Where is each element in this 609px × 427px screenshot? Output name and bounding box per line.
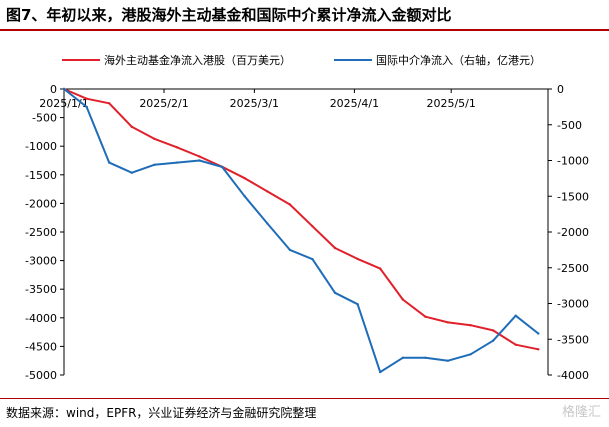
y-right-tick-label: -1500	[557, 190, 589, 203]
data-point-intl-intermediaries	[266, 222, 269, 225]
data-point-intl-intermediaries	[401, 356, 404, 359]
x-tick-label: 2025/1/1	[39, 97, 88, 110]
y-right-tick-label: 0	[557, 83, 564, 96]
y-left-tick-label: -1000	[25, 140, 57, 153]
y-left-tick-label: -5000	[25, 369, 57, 382]
data-point-overseas-funds	[311, 225, 314, 228]
chart-series	[62, 87, 540, 374]
data-point-overseas-funds	[175, 146, 179, 149]
data-point-overseas-funds	[401, 298, 404, 301]
data-point-intl-intermediaries	[108, 161, 111, 164]
x-tick-label: 2025/4/1	[330, 97, 379, 110]
data-point-intl-intermediaries	[514, 314, 517, 317]
data-point-overseas-funds	[130, 125, 133, 128]
chart-title: 图7、年初以来，港股海外主动基金和国际中介累计净流入金额对比	[6, 6, 452, 24]
data-point-intl-intermediaries	[175, 161, 179, 164]
x-tick-label: 2025/5/1	[426, 97, 475, 110]
data-point-overseas-funds	[491, 329, 495, 332]
y-right-tick-label: -2500	[557, 262, 589, 275]
chart-axes: 0 -500 -1000 -1500 -2000 -2500 -3000 -3500 -4000…	[25, 83, 589, 382]
series-line-intl-intermediaries	[63, 88, 539, 374]
x-tick-label: 2025/2/1	[139, 97, 188, 110]
data-point-overseas-funds	[537, 348, 540, 351]
y-right-tick-label: -3500	[557, 333, 589, 346]
data-point-overseas-funds	[469, 324, 472, 327]
y-left-tick-label: 0	[50, 83, 57, 96]
data-point-overseas-funds	[198, 155, 201, 158]
data-point-intl-intermediaries	[130, 171, 133, 174]
data-point-intl-intermediaries	[62, 87, 66, 91]
data-point-intl-intermediaries	[85, 105, 88, 109]
y-left-tick-label: -3500	[25, 283, 57, 296]
x-tick-label: 2025/3/1	[230, 97, 279, 110]
data-point-intl-intermediaries	[311, 258, 314, 261]
data-point-overseas-funds	[446, 321, 450, 324]
y-right-tick-label: -1000	[557, 155, 589, 168]
data-point-intl-intermediaries	[198, 159, 201, 162]
watermark-logo: 格隆汇	[561, 405, 601, 420]
data-point-intl-intermediaries	[446, 359, 450, 362]
data-point-intl-intermediaries	[356, 303, 359, 306]
data-point-intl-intermediaries	[153, 163, 156, 166]
data-point-intl-intermediaries	[288, 248, 292, 252]
y-left-tick-label: -500	[32, 112, 57, 125]
data-point-overseas-funds	[266, 190, 269, 193]
y-left-tick-label: -1500	[25, 169, 57, 182]
y-right-tick-label: -3000	[557, 298, 589, 311]
y-right-tick-label: -4000	[557, 369, 589, 382]
y-left-tick-label: -2500	[25, 226, 57, 239]
data-point-overseas-funds	[85, 97, 88, 100]
data-source-note: 数据来源：wind，EPFR，兴业证券经济与金融研究院整理	[6, 406, 317, 420]
y-left-tick-label: -3000	[25, 255, 57, 268]
legend-label-intl-intermediaries: 国际中介净流入（右轴，亿港元）	[376, 53, 541, 67]
y-left-tick-label: -4500	[25, 340, 57, 353]
data-point-overseas-funds	[424, 315, 427, 318]
y-left-tick-label: -2000	[25, 197, 57, 210]
y-left-tick-label: -4000	[25, 312, 57, 325]
data-point-intl-intermediaries	[379, 370, 382, 374]
footer-divider	[0, 398, 609, 399]
data-point-intl-intermediaries	[424, 356, 427, 359]
data-point-overseas-funds	[288, 203, 292, 206]
data-point-overseas-funds	[379, 267, 382, 270]
legend-label-overseas-funds: 海外主动基金净流入港股（百万美元）	[104, 53, 291, 67]
series-line-overseas-funds	[63, 88, 539, 351]
data-point-intl-intermediaries	[469, 353, 472, 356]
data-point-overseas-funds	[356, 257, 359, 261]
data-point-intl-intermediaries	[243, 195, 246, 198]
data-point-intl-intermediaries	[220, 165, 224, 169]
data-point-overseas-funds	[153, 137, 156, 140]
title-divider	[0, 29, 609, 31]
data-point-intl-intermediaries	[537, 332, 540, 335]
data-point-overseas-funds	[108, 102, 111, 105]
chart-legend: 海外主动基金净流入港股（百万美元） 国际中介净流入（右轴，亿港元）	[62, 53, 541, 67]
y-right-tick-label: -500	[557, 119, 582, 132]
y-right-tick-label: -2000	[557, 226, 589, 239]
data-point-overseas-funds	[243, 177, 246, 180]
data-point-intl-intermediaries	[333, 291, 337, 294]
data-point-overseas-funds	[514, 343, 517, 346]
data-point-overseas-funds	[333, 246, 337, 250]
data-point-intl-intermediaries	[491, 339, 495, 342]
